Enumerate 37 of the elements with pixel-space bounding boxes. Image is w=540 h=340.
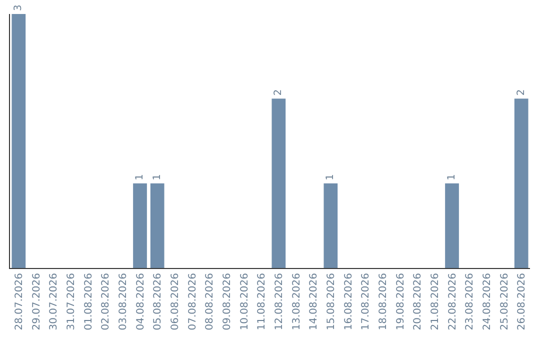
x-tick-label: 29.07.2026 <box>31 273 42 330</box>
x-tick-label: 18.08.2026 <box>378 273 389 330</box>
x-tick-label: 02.08.2026 <box>100 273 112 330</box>
x-tick-label: 31.07.2026 <box>66 273 77 330</box>
x-tick-label: 16.08.2026 <box>343 273 354 330</box>
x-tick-label: 03.08.2026 <box>118 273 129 330</box>
x-tick-label: 14.08.2026 <box>308 273 320 330</box>
x-tick-label: 25.08.2026 <box>499 273 510 330</box>
x-tick-label: 21.08.2026 <box>430 273 441 330</box>
x-tick-label: 06.08.2026 <box>170 273 181 330</box>
x-tick-label: 23.08.2026 <box>464 273 476 330</box>
data-label: 1 <box>446 174 458 180</box>
data-label: 1 <box>152 174 163 180</box>
x-tick-label: 17.08.2026 <box>360 273 372 330</box>
x-tick-label: 26.08.2026 <box>516 273 528 330</box>
x-tick-label: 19.08.2026 <box>395 273 406 330</box>
data-label: 3 <box>13 4 24 11</box>
x-tick-label: 05.08.2026 <box>152 273 164 330</box>
x-tick-label: 11.08.2026 <box>256 273 268 330</box>
x-tick-label: 22.08.2026 <box>447 273 458 330</box>
x-tick-label: 30.07.2026 <box>48 273 60 330</box>
x-tick-label: 28.07.2026 <box>14 273 25 330</box>
x-tick-label: 08.08.2026 <box>204 273 216 330</box>
x-tick-label: 09.08.2026 <box>222 273 233 330</box>
x-tick-label: 10.08.2026 <box>239 273 250 330</box>
x-tick-label: 07.08.2026 <box>187 273 198 330</box>
x-tick-label: 24.08.2026 <box>482 273 493 330</box>
x-tick-label: 20.08.2026 <box>412 273 424 330</box>
data-label: 2 <box>516 89 527 96</box>
data-label: 1 <box>325 174 336 180</box>
x-tick-label: 13.08.2026 <box>291 273 302 330</box>
data-label: 2 <box>273 89 284 96</box>
x-tick-label: 04.08.2026 <box>135 273 146 330</box>
data-label: 1 <box>134 174 146 180</box>
x-tick-label: 15.08.2026 <box>326 273 337 330</box>
x-tick-label: 12.08.2026 <box>274 273 285 330</box>
x-tick-label: 01.08.2026 <box>83 273 94 330</box>
